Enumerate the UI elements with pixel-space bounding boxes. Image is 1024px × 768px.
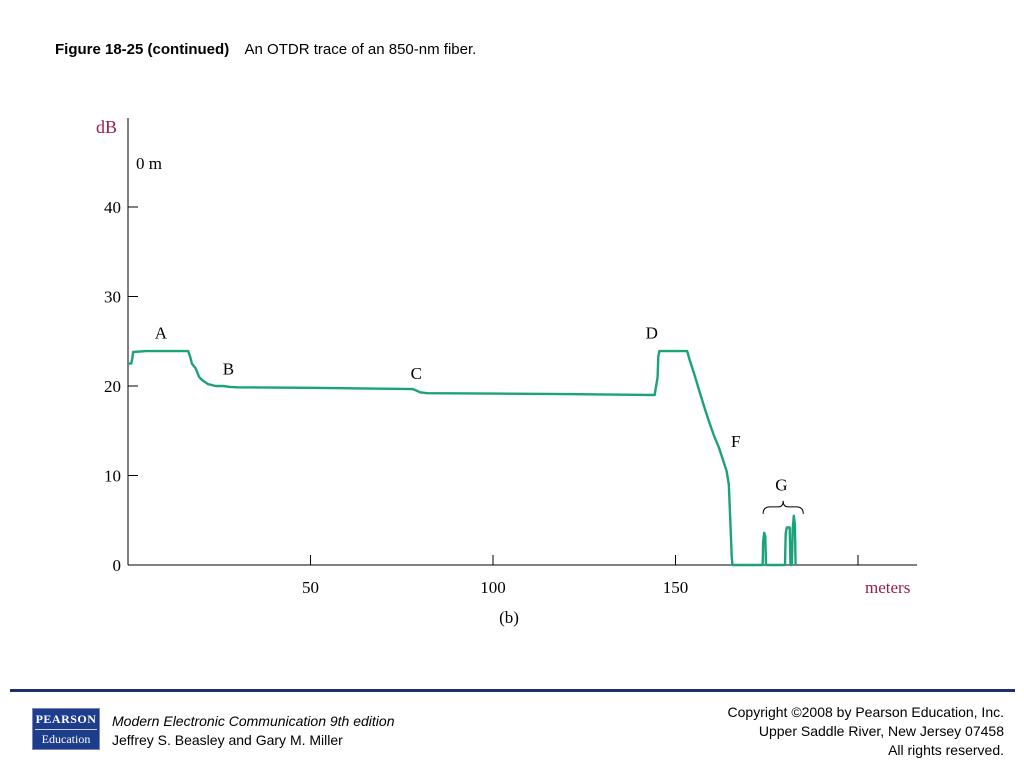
x-tick-label: 50 bbox=[302, 578, 319, 597]
figure-caption: Figure 18-25 (continued) An OTDR trace o… bbox=[55, 41, 476, 58]
logo-line-1: PEARSON bbox=[35, 712, 97, 726]
g-bracket bbox=[762, 500, 804, 514]
figure-title: An OTDR trace of an 850-nm fiber. bbox=[244, 41, 477, 58]
y-ticks: 0 10 20 30 40 bbox=[104, 198, 138, 575]
book-authors: Jeffrey S. Beasley and Gary M. Miller bbox=[112, 732, 343, 748]
y-axis-label: dB bbox=[96, 117, 117, 137]
footer-divider bbox=[10, 689, 1015, 692]
x-tick-label: 150 bbox=[663, 578, 689, 597]
annotation-d: D bbox=[646, 324, 658, 343]
y-tick-label: 40 bbox=[104, 198, 121, 217]
annotation-f: F bbox=[731, 432, 740, 451]
annotations: A B C D F G bbox=[155, 324, 788, 495]
book-info: Modern Electronic Communication 9th edit… bbox=[112, 712, 394, 750]
copyright-notice: Copyright ©2008 by Pearson Education, In… bbox=[728, 703, 1004, 760]
annotation-b: B bbox=[223, 359, 234, 378]
x-ticks: 50 100 150 bbox=[302, 555, 859, 597]
y-tick-label: 0 bbox=[113, 556, 122, 575]
y-tick-label: 10 bbox=[104, 467, 121, 486]
copyright-line-2: Upper Saddle River, New Jersey 07458 bbox=[758, 723, 1004, 739]
panel-label: (b) bbox=[499, 608, 519, 627]
book-title: Modern Electronic Communication 9th edit… bbox=[112, 713, 395, 729]
annotation-g: G bbox=[775, 476, 787, 495]
origin-label: 0 m bbox=[136, 154, 162, 173]
y-tick-label: 30 bbox=[104, 288, 121, 307]
copyright-line-3: All rights reserved. bbox=[888, 742, 1004, 758]
figure-label: Figure 18-25 (continued) bbox=[55, 41, 230, 58]
logo-divider bbox=[35, 729, 97, 730]
x-axis-label: meters bbox=[865, 578, 910, 597]
copyright-line-1: Copyright ©2008 by Pearson Education, In… bbox=[727, 704, 1004, 720]
x-tick-label: 100 bbox=[480, 578, 506, 597]
y-tick-label: 20 bbox=[104, 377, 121, 396]
pearson-logo: PEARSON Education bbox=[32, 708, 100, 750]
annotation-a: A bbox=[155, 324, 168, 343]
annotation-c: C bbox=[411, 364, 422, 383]
trace-line bbox=[128, 349, 797, 567]
logo-line-2: Education bbox=[41, 732, 91, 746]
